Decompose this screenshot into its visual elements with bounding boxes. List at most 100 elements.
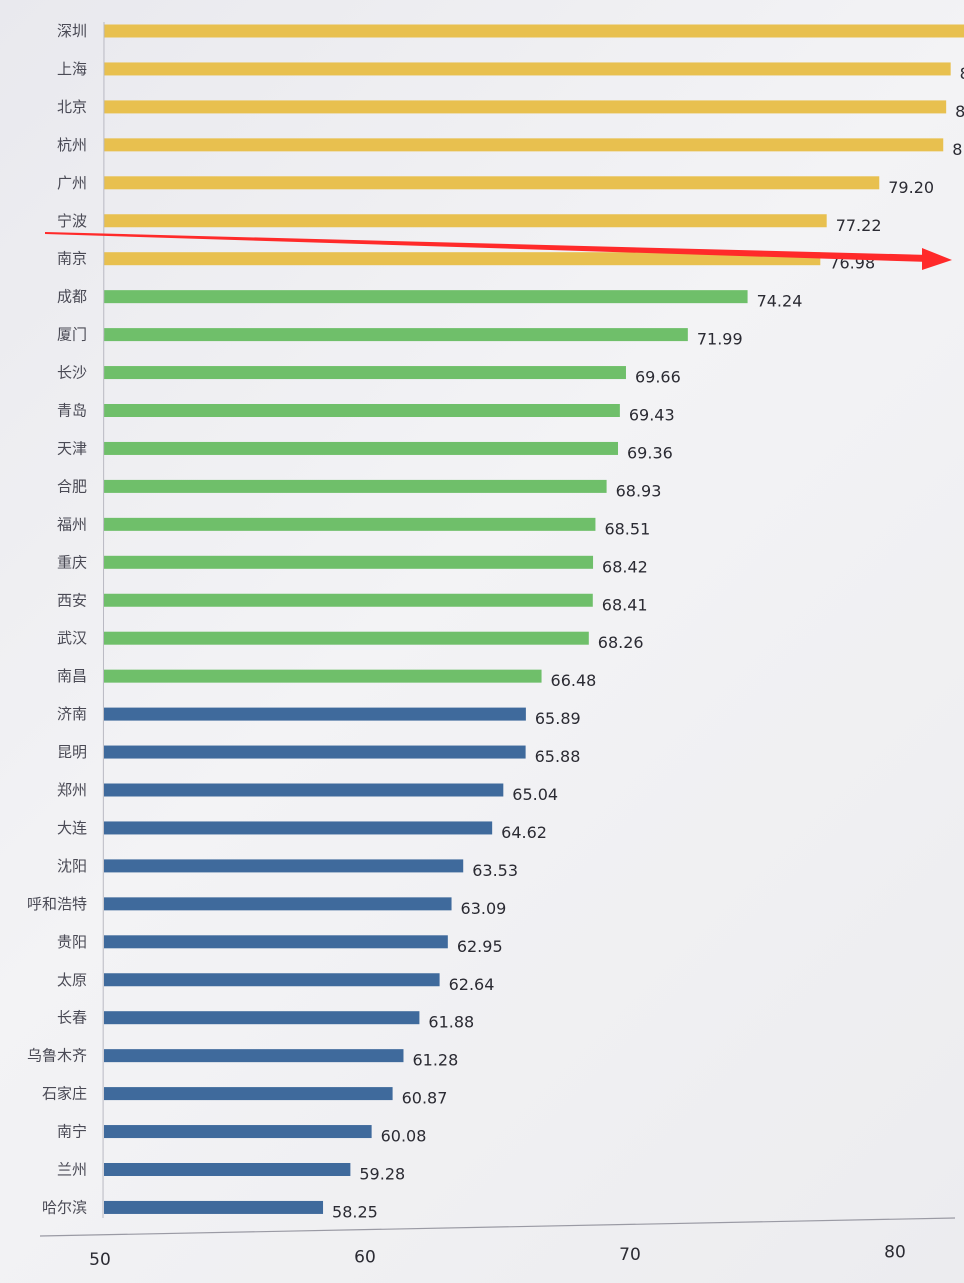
category-label: 郑州 — [57, 781, 87, 799]
category-label: 西安 — [57, 591, 87, 609]
category-label: 贵阳 — [57, 933, 87, 951]
category-label: 石家庄 — [42, 1085, 87, 1103]
bar — [104, 707, 526, 721]
value-label: 66.48 — [551, 671, 597, 690]
value-label: 71.99 — [697, 330, 743, 349]
category-label: 长春 — [57, 1009, 87, 1027]
bar — [104, 859, 464, 873]
bar — [104, 1125, 372, 1139]
x-tick-label: 80 — [884, 1243, 906, 1263]
ticks-layer: 50 60 70 80 — [89, 1243, 906, 1271]
value-label: 60.87 — [402, 1089, 448, 1108]
category-label: 济南 — [57, 705, 87, 723]
bar — [104, 555, 594, 569]
bar — [104, 783, 504, 797]
bar — [104, 366, 626, 380]
value-label: 65.04 — [512, 785, 558, 804]
bar — [104, 1049, 404, 1063]
category-label: 青岛 — [57, 402, 87, 420]
bar — [104, 100, 947, 114]
value-label: 81.72 — [955, 102, 964, 121]
value-label: 68.26 — [598, 633, 644, 652]
labels-layer: 深圳82.44上海81.89北京81.72杭州81.61广州79.20宁波77.… — [27, 22, 964, 1221]
bar — [104, 176, 880, 190]
value-label: 68.51 — [604, 519, 650, 538]
bar — [104, 404, 620, 417]
value-label: 65.88 — [535, 747, 581, 766]
category-label: 武汉 — [57, 629, 87, 647]
value-label: 62.95 — [457, 937, 503, 956]
value-label: 81.89 — [960, 64, 964, 83]
category-label: 大连 — [57, 819, 87, 837]
category-label: 南昌 — [57, 667, 87, 685]
value-label: 62.64 — [449, 975, 495, 994]
x-tick-label: 60 — [354, 1248, 376, 1268]
y-axis-line — [102, 21, 105, 1219]
bar — [104, 517, 596, 531]
category-label: 福州 — [57, 515, 87, 533]
bar — [104, 897, 452, 911]
red-arrow-head — [922, 248, 952, 270]
category-label: 杭州 — [57, 136, 87, 154]
category-label: 北京 — [57, 98, 87, 116]
bar — [104, 745, 526, 759]
category-label: 成都 — [57, 288, 87, 306]
bar — [104, 593, 593, 607]
category-label: 广州 — [57, 174, 87, 192]
category-label: 重庆 — [57, 553, 87, 571]
bar — [104, 138, 944, 152]
category-label: 合肥 — [57, 477, 87, 495]
category-label: 呼和浩特 — [27, 895, 87, 913]
value-label: 69.66 — [635, 368, 681, 387]
category-label: 南宁 — [57, 1123, 87, 1141]
value-label: 63.53 — [472, 861, 518, 880]
bar — [104, 441, 619, 455]
bar — [104, 252, 821, 266]
bar — [104, 1011, 420, 1025]
value-label: 79.20 — [888, 178, 934, 197]
category-label: 沈阳 — [57, 857, 87, 875]
value-label: 60.08 — [381, 1127, 427, 1146]
bar — [104, 62, 951, 76]
value-label: 77.22 — [836, 216, 882, 235]
bar — [104, 214, 827, 228]
x-axis-line — [39, 1217, 956, 1237]
x-tick-label: 50 — [89, 1250, 111, 1270]
category-label: 长沙 — [57, 364, 87, 382]
bar — [104, 479, 607, 493]
value-label: 74.24 — [757, 292, 803, 311]
value-label: 68.41 — [602, 595, 648, 614]
category-label: 厦门 — [57, 326, 87, 344]
value-label: 81.61 — [952, 140, 964, 159]
x-tick-label: 70 — [619, 1245, 641, 1265]
value-label: 64.62 — [501, 823, 547, 842]
value-label: 68.42 — [602, 557, 648, 576]
bar — [104, 1087, 393, 1101]
bar — [104, 290, 748, 304]
bar — [104, 631, 589, 645]
bars-layer — [104, 24, 964, 1214]
value-label: 63.09 — [461, 899, 507, 918]
value-label: 69.36 — [627, 443, 673, 462]
category-label: 昆明 — [57, 743, 87, 761]
value-label: 69.43 — [629, 406, 675, 425]
red-arrow-annotation — [45, 232, 952, 270]
red-arrow-shaft — [45, 232, 930, 262]
bar — [104, 24, 964, 38]
bar — [104, 328, 688, 342]
value-label: 58.25 — [332, 1202, 378, 1221]
category-label: 宁波 — [57, 212, 87, 230]
category-label: 乌鲁木齐 — [27, 1047, 87, 1065]
value-label: 65.89 — [535, 709, 581, 728]
category-label: 哈尔滨 — [42, 1198, 87, 1216]
category-label: 南京 — [57, 250, 87, 268]
bar — [104, 1163, 351, 1176]
value-label: 61.88 — [428, 1013, 474, 1032]
bar — [104, 973, 440, 987]
bar — [104, 935, 448, 949]
value-label: 61.28 — [412, 1051, 458, 1070]
category-label: 深圳 — [57, 22, 87, 40]
category-label: 兰州 — [57, 1161, 87, 1179]
bar — [104, 1200, 324, 1214]
